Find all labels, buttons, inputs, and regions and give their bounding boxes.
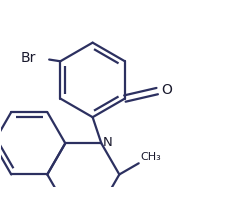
- Text: CH₃: CH₃: [140, 152, 161, 162]
- Text: N: N: [103, 135, 112, 149]
- Text: Br: Br: [20, 50, 36, 64]
- Text: O: O: [162, 83, 173, 97]
